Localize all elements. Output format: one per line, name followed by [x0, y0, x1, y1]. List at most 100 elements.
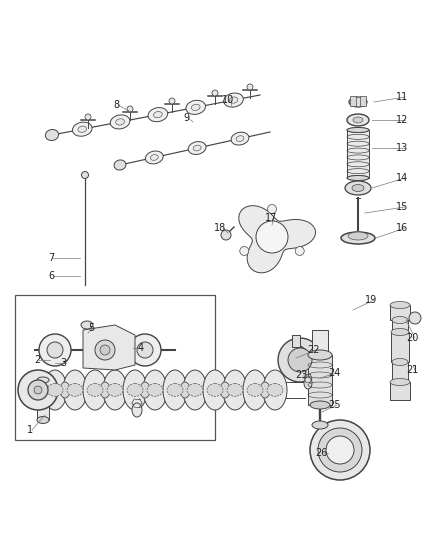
Circle shape — [85, 114, 91, 120]
Ellipse shape — [67, 384, 83, 397]
Ellipse shape — [353, 117, 363, 123]
Circle shape — [81, 172, 88, 179]
Bar — [391, 332, 409, 362]
Ellipse shape — [263, 370, 287, 410]
Circle shape — [129, 334, 161, 366]
Ellipse shape — [203, 370, 227, 410]
Text: 20: 20 — [406, 333, 418, 343]
Bar — [15, 295, 215, 440]
Ellipse shape — [183, 370, 207, 410]
Circle shape — [268, 205, 276, 214]
Text: 15: 15 — [396, 202, 408, 212]
Circle shape — [295, 246, 304, 255]
Text: 1: 1 — [27, 425, 33, 435]
Ellipse shape — [60, 382, 70, 398]
Circle shape — [247, 84, 253, 90]
Ellipse shape — [63, 370, 87, 410]
Text: 8: 8 — [113, 100, 119, 110]
Ellipse shape — [83, 370, 107, 410]
Text: 23: 23 — [295, 370, 307, 380]
Ellipse shape — [390, 378, 410, 385]
Polygon shape — [239, 206, 315, 273]
Ellipse shape — [37, 416, 49, 424]
Text: 4: 4 — [138, 343, 144, 353]
Circle shape — [288, 348, 312, 372]
Ellipse shape — [187, 384, 203, 397]
Text: 7: 7 — [48, 253, 54, 263]
Ellipse shape — [143, 370, 167, 410]
Text: 6: 6 — [48, 271, 54, 281]
Text: 12: 12 — [396, 115, 408, 125]
Bar — [390, 305, 410, 320]
Ellipse shape — [116, 119, 124, 125]
Circle shape — [409, 312, 421, 324]
Ellipse shape — [46, 130, 59, 141]
Ellipse shape — [223, 370, 247, 410]
Ellipse shape — [140, 382, 150, 398]
Ellipse shape — [220, 382, 230, 398]
Bar — [312, 330, 328, 355]
Text: 9: 9 — [183, 113, 189, 123]
Ellipse shape — [352, 184, 364, 191]
Ellipse shape — [341, 232, 375, 244]
Ellipse shape — [390, 302, 410, 309]
Text: 13: 13 — [396, 143, 408, 153]
Text: 11: 11 — [396, 92, 408, 102]
Ellipse shape — [347, 175, 369, 181]
Text: 19: 19 — [365, 295, 377, 305]
Ellipse shape — [132, 403, 142, 417]
Text: 26: 26 — [315, 448, 327, 458]
Ellipse shape — [260, 382, 270, 398]
Circle shape — [169, 98, 175, 104]
Text: 18: 18 — [214, 223, 226, 233]
Ellipse shape — [304, 377, 312, 389]
Circle shape — [47, 342, 63, 358]
Ellipse shape — [145, 151, 163, 164]
Ellipse shape — [147, 384, 163, 397]
Ellipse shape — [391, 328, 409, 335]
Ellipse shape — [127, 384, 143, 397]
Bar — [360, 96, 366, 106]
Ellipse shape — [392, 359, 408, 366]
Circle shape — [278, 338, 322, 382]
Ellipse shape — [87, 384, 103, 397]
Ellipse shape — [123, 370, 147, 410]
Ellipse shape — [107, 384, 123, 397]
Ellipse shape — [207, 384, 223, 397]
Ellipse shape — [78, 126, 87, 132]
Circle shape — [326, 436, 354, 464]
Text: 10: 10 — [222, 95, 234, 105]
Ellipse shape — [392, 317, 408, 324]
Bar — [350, 96, 356, 106]
Ellipse shape — [227, 384, 243, 397]
Ellipse shape — [43, 370, 67, 410]
Text: 16: 16 — [396, 223, 408, 233]
Text: 21: 21 — [406, 365, 418, 375]
Ellipse shape — [231, 132, 249, 145]
Ellipse shape — [345, 181, 371, 195]
Bar — [308, 355, 332, 405]
Ellipse shape — [347, 127, 369, 133]
Ellipse shape — [308, 350, 332, 360]
Text: 17: 17 — [265, 213, 277, 223]
Ellipse shape — [224, 93, 244, 107]
Ellipse shape — [150, 155, 158, 160]
Text: 22: 22 — [307, 345, 319, 355]
Circle shape — [221, 230, 231, 240]
Ellipse shape — [191, 104, 200, 110]
Bar — [347, 130, 369, 178]
Ellipse shape — [163, 370, 187, 410]
Circle shape — [34, 386, 42, 394]
Bar — [392, 320, 408, 332]
Ellipse shape — [349, 97, 367, 107]
Ellipse shape — [37, 377, 49, 383]
Ellipse shape — [247, 384, 263, 397]
Ellipse shape — [310, 401, 330, 409]
Circle shape — [100, 345, 110, 355]
Circle shape — [18, 370, 58, 410]
Ellipse shape — [267, 384, 283, 397]
Polygon shape — [83, 325, 135, 370]
Circle shape — [28, 380, 48, 400]
Ellipse shape — [180, 382, 190, 398]
Text: 25: 25 — [328, 400, 340, 410]
